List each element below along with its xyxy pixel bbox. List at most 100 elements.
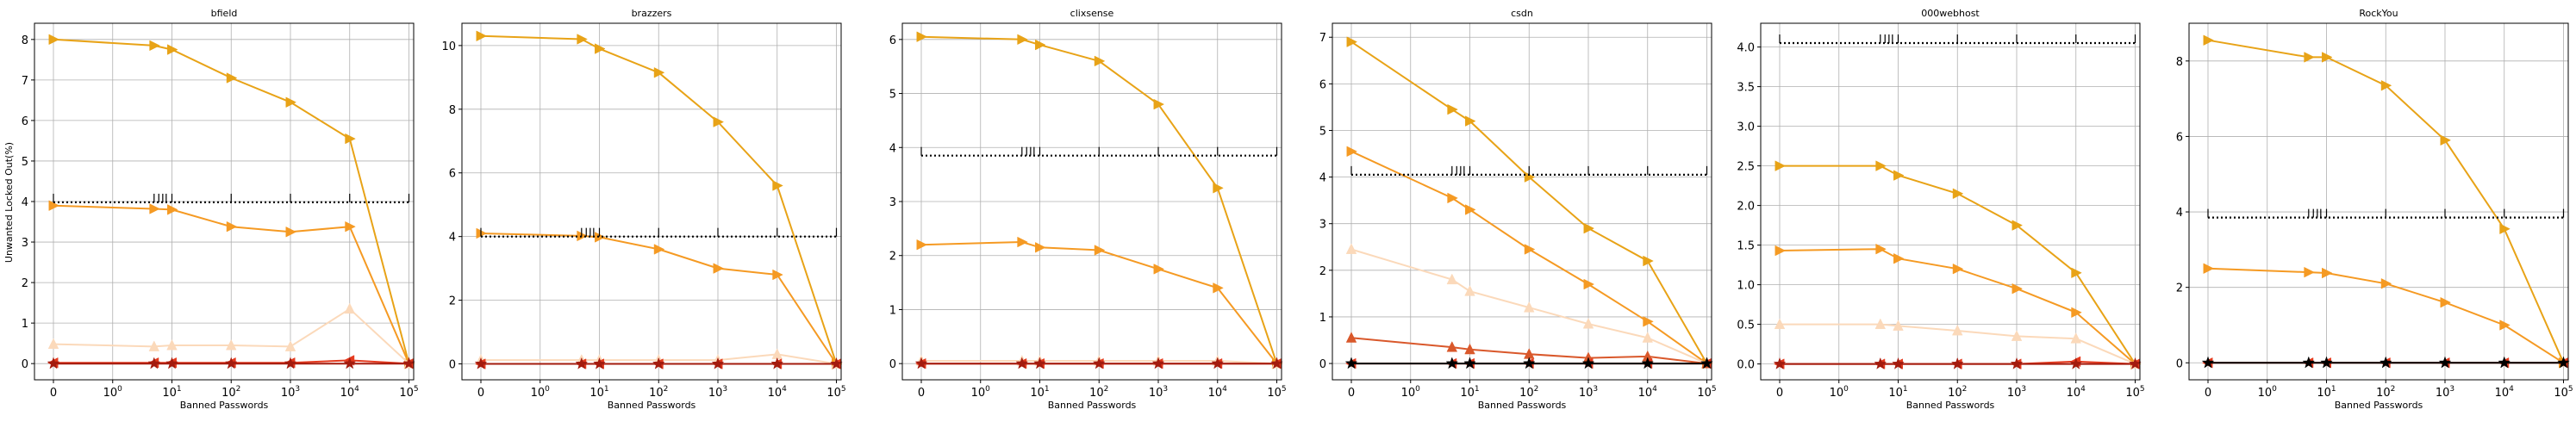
data-point [830,357,843,369]
x-tick-label: 103 [1579,385,1598,400]
data-point [1642,332,1654,343]
y-tick-label: 3.0 [1737,121,1755,134]
data-point [285,96,297,108]
x-tick-label: 104 [2495,385,2515,400]
data-point [345,133,356,145]
data-point [2302,356,2316,369]
series-5 [47,357,415,369]
y-tick-label: 2 [2176,282,2183,295]
x-tick-label: 100 [971,385,991,400]
x-tick-label: 105 [399,385,418,400]
data-point [1017,236,1028,248]
data-point [1950,357,1964,369]
series-5 [1773,357,2142,369]
data-point [285,227,297,238]
data-point [2499,223,2511,235]
y-tick-label: 2 [889,251,896,264]
data-point [1773,357,1787,369]
series-6 [1344,357,1713,369]
x-tick-label: 105 [2554,385,2573,400]
data-point [1581,357,1595,369]
data-point [149,203,160,214]
data-point [2438,356,2452,369]
x-tick-label: 101 [162,385,181,400]
data-point [652,357,665,369]
data-point [770,357,784,369]
data-point [1344,357,1358,369]
x-tick-label: 100 [103,385,123,400]
y-tick-label: 0.5 [1737,320,1755,332]
y-tick-label: 2.5 [1737,161,1755,174]
data-point [226,220,238,233]
data-point [916,239,928,251]
data-point [1153,264,1165,275]
data-point [284,340,296,351]
data-point [2380,80,2392,91]
data-point [1893,170,1905,181]
data-point [1775,245,1787,257]
x-tick-label: 102 [1519,385,1538,400]
y-tick-label: 1 [22,318,28,331]
x-tick-label: 102 [1089,385,1108,400]
y-tick-label: 2 [22,277,28,290]
data-point [595,43,606,54]
data-point [224,357,238,369]
x-tick-label: 0 [50,387,57,400]
x-tick-label: 105 [1267,385,1286,400]
data-point [1523,301,1535,313]
data-point [1465,115,1476,127]
data-point [1524,244,1536,255]
x-tick-label: 0 [2205,387,2211,400]
data-point [345,220,356,233]
data-point [344,302,356,314]
data-point [225,338,237,351]
data-point [1583,222,1595,234]
y-tick-label: 8 [2176,56,2183,69]
data-point [1874,357,1887,369]
y-tick-label: 0.0 [1737,359,1755,372]
data-point [1641,357,1655,369]
subplot-csdn: csdn 0 1 2 3 4 5 6 7 0 100 101 102 103 104 105 Banned Pa… [1319,8,1717,411]
data-point [1270,357,1283,369]
subplot-title: clixsense [1070,8,1114,19]
data-point [2069,357,2083,369]
y-tick-label: 2.0 [1737,201,1755,214]
x-tick-label: 104 [1208,385,1228,400]
data-point [1775,160,1787,171]
plot-area [462,23,841,380]
data-point [1893,320,1904,331]
x-tick-label: 101 [2317,385,2336,400]
x-tick-label: 103 [708,385,727,400]
data-point [2322,267,2333,279]
x-tick-label: 0 [1348,387,1355,400]
data-point [1951,324,1963,336]
data-point [47,357,60,369]
data-point [772,180,783,191]
y-tick-label: 3 [889,196,896,209]
x-tick-label: 105 [1697,385,1716,400]
data-point [2012,282,2024,295]
subplot-title: brazzers [632,8,672,19]
data-point [2499,320,2511,331]
y-tick-label: 5 [22,156,28,169]
subplot-title: 000webhost [1921,8,1980,19]
data-point [1892,357,1905,369]
y-tick-label: 3 [22,237,28,250]
y-tick-label: 5 [1319,125,1326,138]
axes-frame [1760,22,2141,381]
data-point [166,338,178,351]
data-point [1015,357,1029,369]
data-point [2203,34,2215,46]
data-point [1151,357,1165,369]
data-point [1774,318,1786,330]
data-point [2440,296,2452,308]
data-point [1213,282,1224,294]
data-point [1643,255,1654,267]
y-tick-label: 4 [2176,207,2183,220]
y-tick-label: 1 [1319,312,1326,325]
x-tick-label: 104 [1638,385,1658,400]
plot-area [2189,23,2568,380]
data-point [476,30,488,42]
y-tick-label: 3 [1319,219,1326,232]
data-point [165,357,178,369]
